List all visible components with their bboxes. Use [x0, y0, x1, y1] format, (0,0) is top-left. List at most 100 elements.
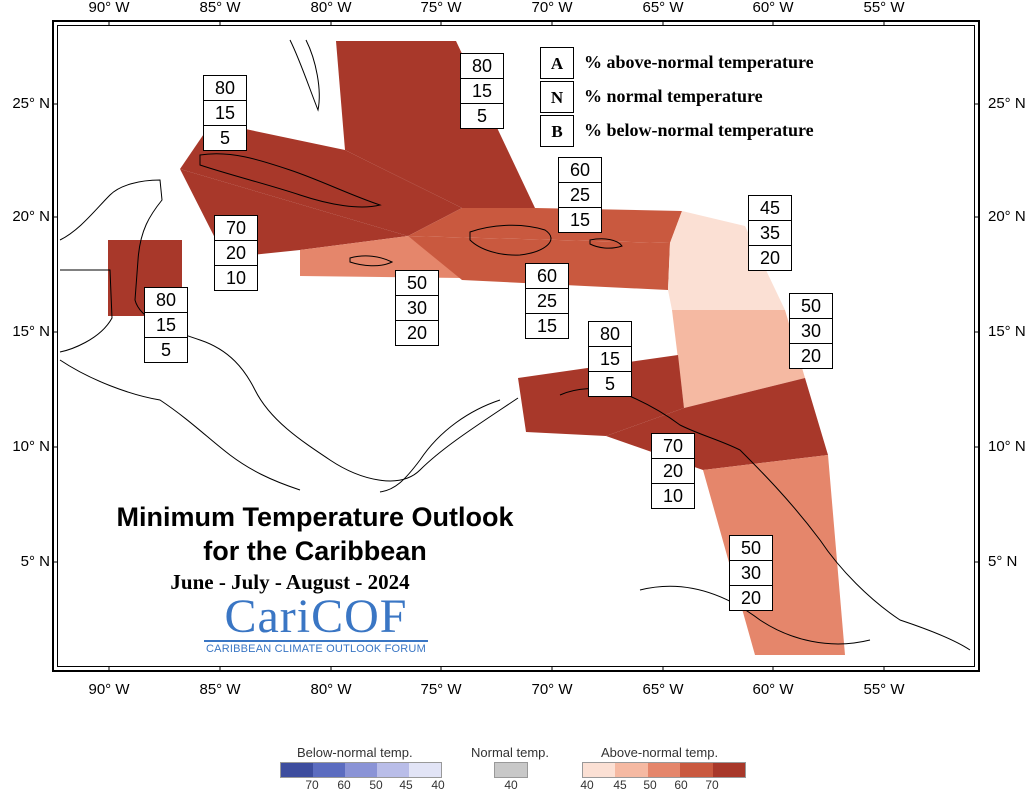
colorbar-tick-above: 70: [705, 778, 719, 792]
colorbar-tick-above: 60: [674, 778, 688, 792]
map-title: Minimum Temperature Outlook for the Cari…: [60, 500, 570, 568]
probability-above: 60: [559, 158, 601, 183]
lat-tick-label-right: 5° N: [988, 553, 1018, 570]
lon-tick-label-top: 75° W: [420, 0, 462, 16]
colorbar-tick-above: 50: [643, 778, 657, 792]
lat-tick-label-left: 5° N: [20, 553, 50, 570]
probability-normal: 20: [215, 241, 257, 266]
colorbar-below-label: Below-normal temp.: [297, 745, 413, 760]
lon-tick-label-top: 55° W: [863, 0, 905, 16]
probability-above: 50: [790, 294, 832, 319]
probability-below: 20: [800, 346, 822, 366]
region-windward: [672, 310, 805, 408]
region-guianas: [703, 455, 845, 655]
lon-tick-label-top: 65° W: [642, 0, 684, 16]
region-leeward: [668, 211, 785, 310]
lon-tick-label-bottom: 90° W: [88, 681, 130, 698]
probability-box-hispaniola-north: 60 25 15: [558, 157, 602, 233]
probability-normal: 30: [396, 296, 438, 321]
region-bahamas: [336, 41, 535, 208]
colorbar-swatch-below: [409, 763, 441, 777]
colorbar-swatch-above: [647, 763, 681, 777]
lon-tick-label-top: 85° W: [199, 0, 241, 16]
probability-above: 45: [749, 196, 791, 221]
colorbar-tick-above: 45: [613, 778, 627, 792]
probability-normal: 35: [749, 221, 791, 246]
legend-text-above: % above-normal temperature: [584, 52, 814, 72]
map-season: June - July - August - 2024: [170, 570, 410, 594]
map-title-line2: for the Caribbean: [203, 536, 427, 566]
logo-wordmark: CariCOF: [224, 590, 408, 643]
legend-text-below: % below-normal temperature: [584, 120, 814, 140]
colorbar-tick-normal: 40: [504, 778, 518, 792]
probability-box-belize-yucatan: 80 15 5: [144, 287, 188, 363]
probability-below: 20: [759, 248, 781, 268]
legend-key-b: B: [540, 115, 574, 147]
colorbar-tick-below: 50: [369, 778, 383, 792]
legend-key-a: A: [540, 47, 574, 79]
lat-tick-label-left: 20° N: [12, 208, 50, 225]
colorbar-above-label: Above-normal temp.: [601, 745, 719, 760]
probability-below: 10: [225, 268, 247, 288]
caricof-logo: CariCOF CARIBBEAN CLIMATE OUTLOOK FORUM: [200, 590, 432, 655]
lat-tick-label-left: 25° N: [12, 95, 50, 112]
logo-subtitle: CARIBBEAN CLIMATE OUTLOOK FORUM: [206, 643, 426, 655]
lat-tick-label-left: 15° N: [12, 323, 50, 340]
colorbar-tick-below: 40: [431, 778, 445, 792]
colorbar-swatch-below: [377, 763, 409, 777]
logo-divider: [204, 640, 428, 642]
colorbar-above: [582, 762, 746, 778]
lon-tick-label-top: 90° W: [88, 0, 130, 16]
probability-box-windward-islands: 50 30 20: [789, 293, 833, 369]
probability-above: 50: [396, 271, 438, 296]
colorbar-swatch-above: [615, 763, 648, 777]
lon-tick-label-top: 60° W: [752, 0, 794, 16]
probability-box-abc-islands: 80 15 5: [588, 321, 632, 397]
map-title-line1: Minimum Temperature Outlook: [116, 502, 514, 532]
probability-box-leeward-islands: 45 35 20: [748, 195, 792, 271]
colorbar-tick-above: 40: [580, 778, 594, 792]
lat-tick-label-right: 20° N: [988, 208, 1026, 225]
colorbar-swatch-below: [345, 763, 377, 777]
probability-box-guianas: 50 30 20: [729, 535, 773, 611]
lon-tick-label-bottom: 85° W: [199, 681, 241, 698]
probability-box-bahamas: 80 15 5: [460, 53, 504, 129]
probability-normal: 15: [461, 79, 503, 104]
lon-tick-label-bottom: 80° W: [310, 681, 352, 698]
colorbar-normal-label: Normal temp.: [471, 745, 550, 760]
probability-below: 15: [536, 316, 558, 336]
colorbar-normal: [494, 762, 528, 778]
probability-below: 5: [160, 340, 171, 360]
colorbar-swatch-above: [583, 763, 616, 777]
probability-normal: 15: [589, 347, 631, 372]
probability-above: 80: [204, 76, 246, 101]
probability-above: 50: [730, 536, 772, 561]
probability-box-cuba-south: 70 20 10: [214, 215, 258, 291]
probability-below: 5: [476, 106, 487, 126]
probability-below: 15: [569, 210, 591, 230]
probability-box-jamaica: 50 30 20: [395, 270, 439, 346]
lat-tick-label-right: 25° N: [988, 95, 1026, 112]
probability-above: 80: [589, 322, 631, 347]
coastlines: [59, 39, 971, 651]
lat-tick-label-right: 10° N: [988, 438, 1026, 455]
lon-tick-label-bottom: 55° W: [863, 681, 905, 698]
lon-tick-label-bottom: 60° W: [752, 681, 794, 698]
legend-text-normal: % normal temperature: [584, 86, 763, 106]
lon-tick-label-bottom: 70° W: [531, 681, 573, 698]
probability-normal: 30: [730, 561, 772, 586]
colorbar-swatch-above: [680, 763, 713, 777]
colorbar-swatch-above: [712, 763, 746, 777]
lon-tick-label-bottom: 65° W: [642, 681, 684, 698]
colorbar-below: [280, 762, 442, 778]
probability-box-trinidad: 70 20 10: [651, 433, 695, 509]
region-hispaniola-north: [408, 208, 682, 243]
lon-tick-label-top: 70° W: [531, 0, 573, 16]
probability-above: 70: [215, 216, 257, 241]
legend-key-n: N: [540, 81, 574, 113]
probability-normal: 20: [652, 459, 694, 484]
colorbar-swatch-normal: [495, 763, 527, 777]
colorbar-swatch-below: [313, 763, 345, 777]
probability-above: 80: [461, 54, 503, 79]
